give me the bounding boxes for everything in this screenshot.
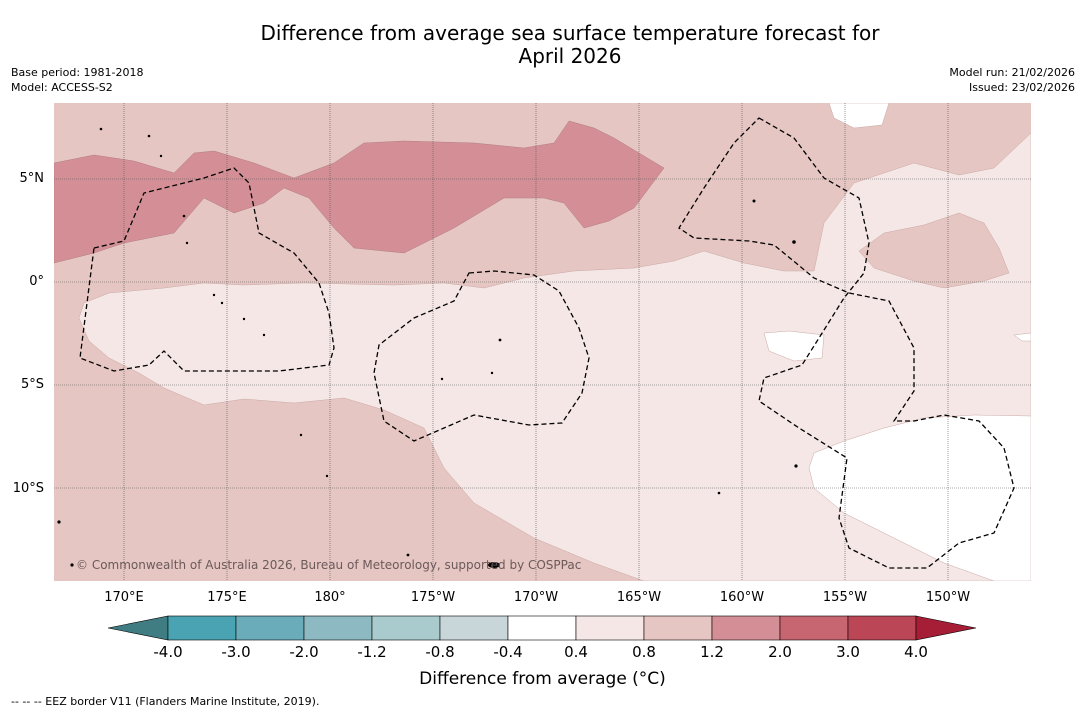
lat-label-5n: 5°N <box>19 171 45 186</box>
model-name: Model: ACCESS-S2 <box>11 81 113 94</box>
colorbar-segment <box>711 615 781 641</box>
meta-right: Model run: 21/02/2026 Issued: 23/02/2026 <box>949 65 1075 95</box>
issued-date: Issued: 23/02/2026 <box>968 81 1075 94</box>
eez-legend: -- -- -- EEZ border V11 (Flanders Marine… <box>11 695 320 708</box>
neutral-patch-north <box>828 103 890 129</box>
lon-label: 175°W <box>410 590 456 605</box>
colorbar-segment <box>439 615 509 641</box>
chart-title: Difference from average sea surface temp… <box>0 22 1085 68</box>
colorbar-tick-label: 3.0 <box>836 643 860 661</box>
model-run: Model run: 21/02/2026 <box>949 66 1075 79</box>
colorbar-segment <box>847 615 917 641</box>
anomaly-band-0-4-0-8 <box>78 132 1031 581</box>
sst-anomaly-map <box>54 103 1031 581</box>
colorbar-segment <box>779 615 849 641</box>
colorbar-tick-label: -0.8 <box>425 643 455 661</box>
colorbar-tick-label: -1.2 <box>357 643 387 661</box>
colorbar-segment <box>167 615 237 641</box>
lon-label: 160°W <box>719 590 765 605</box>
neutral-patch-edge <box>1013 332 1031 342</box>
lat-label-10s: 10°S <box>12 481 44 496</box>
colorbar-tick-label: 1.2 <box>700 643 724 661</box>
lon-label: 150°W <box>925 590 971 605</box>
lat-label-5s: 5°S <box>20 377 44 392</box>
colorbar-segment <box>643 615 713 641</box>
lon-label: 155°W <box>822 590 868 605</box>
colorbar-extend-low <box>107 615 169 641</box>
anomaly-band-0-8-1-2-east <box>858 212 1010 289</box>
colorbar-label: Difference from average (°C) <box>419 669 666 689</box>
copyright-notice: © Commonwealth of Australia 2026, Bureau… <box>76 558 582 572</box>
lon-label: 170°E <box>104 590 144 605</box>
meta-left: Base period: 1981-2018 Model: ACCESS-S2 <box>11 65 143 95</box>
colorbar-segment <box>575 615 645 641</box>
islands <box>57 127 798 568</box>
colorbar-tick-label: 0.8 <box>632 643 656 661</box>
colorbar-segment <box>235 615 305 641</box>
colorbar-tick-label: -3.0 <box>221 643 251 661</box>
anomaly-band-1-2-2-0-north <box>54 120 665 264</box>
colorbar-extend-high <box>915 615 977 641</box>
colorbar-tick-label: -0.4 <box>493 643 523 661</box>
colorbar-tick-label: -4.0 <box>153 643 183 661</box>
colorbar-tick-label: 4.0 <box>904 643 928 661</box>
base-period: Base period: 1981-2018 <box>11 66 144 79</box>
lat-label-0: 0° <box>29 274 44 289</box>
neutral-patch-southeast <box>808 414 1031 581</box>
colorbar-segment <box>303 615 373 641</box>
lon-label: 170°W <box>513 590 559 605</box>
colorbar <box>107 615 977 641</box>
colorbar-segment <box>371 615 441 641</box>
colorbar-tick-label: 0.4 <box>564 643 588 661</box>
eez-borders <box>79 117 1015 569</box>
lon-label: 180° <box>314 590 346 605</box>
colorbar-tick-label: -2.0 <box>289 643 319 661</box>
gridlines <box>54 103 1031 581</box>
colorbar-segment <box>507 615 577 641</box>
colorbar-tick-label: 2.0 <box>768 643 792 661</box>
title-line-1: Difference from average sea surface temp… <box>260 21 880 45</box>
lon-label: 165°W <box>616 590 662 605</box>
title-line-2: April 2026 <box>518 44 622 68</box>
lon-label: 175°E <box>207 590 247 605</box>
